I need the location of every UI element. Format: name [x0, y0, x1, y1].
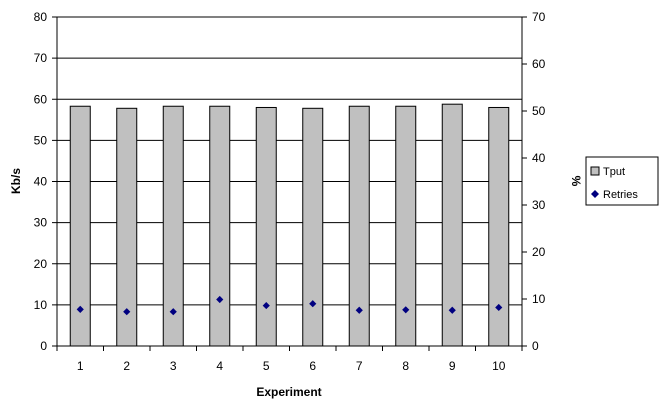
- x-tick-label: 9: [449, 359, 456, 373]
- legend-box: [585, 156, 659, 206]
- y-tick-label: 10: [34, 298, 48, 312]
- point-retries: [355, 306, 363, 314]
- y-axis-title: Kb/s: [9, 168, 23, 194]
- x-tick-label: 5: [263, 359, 270, 373]
- y-tick-label: 30: [34, 216, 48, 230]
- y-tick-label: 20: [34, 257, 48, 271]
- point-retries: [123, 308, 131, 316]
- legend-label-retries: Retries: [603, 189, 638, 201]
- point-retries: [169, 308, 177, 316]
- y-tick-label: 80: [34, 10, 48, 24]
- legend-swatch-tput: [590, 166, 600, 176]
- point-retries: [262, 301, 270, 310]
- bar-tput: [255, 106, 277, 347]
- point-retries: [402, 306, 410, 314]
- left-axis-ticks: 0 10 20 30 40 50 60 70 80: [34, 10, 57, 353]
- point-retries: [448, 306, 456, 314]
- y2-tick-label: 30: [532, 198, 546, 212]
- y2-tick-label: 20: [532, 245, 546, 259]
- y2-tick-label: 10: [532, 292, 546, 306]
- y-tick-label: 40: [34, 175, 48, 189]
- y-tick-label: 0: [40, 339, 47, 353]
- legend-marker-retries: [591, 190, 599, 198]
- x-axis-ticks: 1 2 3 4 5 6 7 8 9 10: [56, 346, 523, 373]
- x-tick-label: 2: [123, 359, 130, 373]
- x-tick-label: 8: [402, 359, 409, 373]
- x-tick-label: 4: [216, 359, 223, 373]
- y-tick-label: 60: [34, 92, 48, 106]
- y2-tick-label: 40: [532, 151, 546, 165]
- x-tick-label: 10: [492, 359, 506, 373]
- scatter-series: [76, 295, 503, 316]
- legend-label-tput: Tput: [603, 166, 625, 178]
- y-tick-label: 70: [34, 51, 48, 65]
- y-tick-label: 50: [34, 133, 48, 147]
- y2-axis-title: %: [569, 176, 583, 187]
- point-retries: [309, 300, 317, 308]
- point-retries: [76, 305, 84, 313]
- point-retries: [216, 295, 224, 304]
- x-tick-label: 6: [309, 359, 316, 373]
- x-tick-label: 3: [170, 359, 177, 373]
- bar-tput: [302, 107, 324, 347]
- x-axis-title: Experiment: [256, 385, 321, 399]
- x-tick-label: 1: [77, 359, 84, 373]
- bar-tput: [209, 105, 231, 347]
- y2-tick-label: 50: [532, 104, 546, 118]
- bar-series: [69, 103, 510, 347]
- legend: Tput Retries: [585, 156, 659, 206]
- y2-tick-label: 0: [532, 339, 539, 353]
- point-retries: [495, 303, 503, 312]
- y2-tick-label: 70: [532, 10, 546, 24]
- right-axis-ticks: 0 10 20 30 40 50 60 70: [522, 10, 546, 353]
- x-tick-label: 7: [356, 359, 363, 373]
- y2-tick-label: 60: [532, 57, 546, 71]
